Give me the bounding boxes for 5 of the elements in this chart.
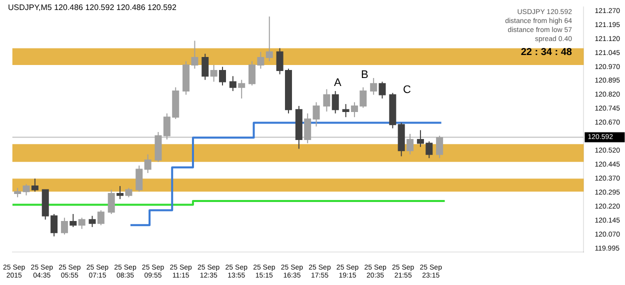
annotation: 22 : 34 : 48 — [520, 47, 572, 58]
annotation: C — [402, 84, 412, 96]
annotation: A — [333, 77, 342, 89]
annotation: B — [360, 69, 370, 81]
chart-title: USDJPY,M5 120.486 120.592 120.486 120.592 — [8, 3, 176, 12]
